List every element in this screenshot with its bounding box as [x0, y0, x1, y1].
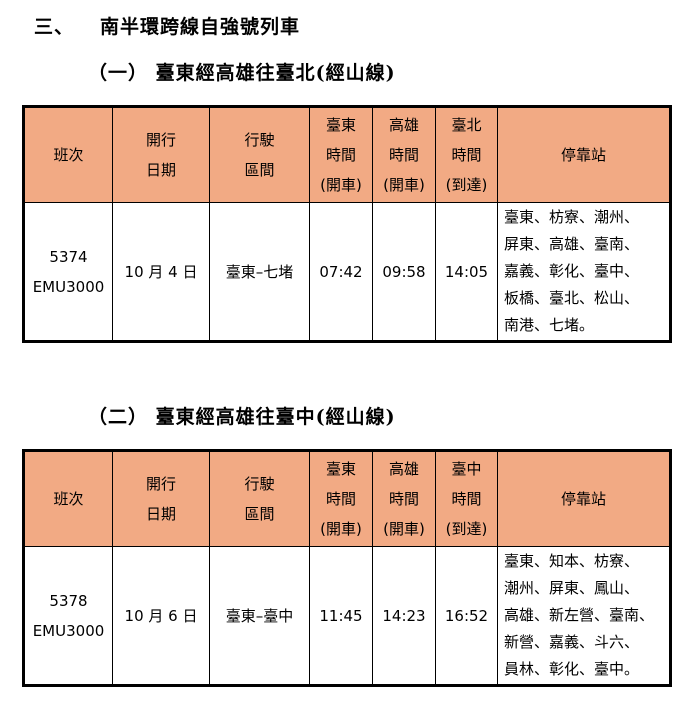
train-number: 5378	[49, 591, 88, 610]
header-line: 停靠站	[560, 146, 606, 164]
header-line: 時間	[451, 490, 482, 508]
column-header: 行駛 區間	[209, 106, 310, 203]
t2-cell: 09:58	[372, 202, 436, 342]
stops-line: 臺東、枋寮、潮州、	[504, 208, 640, 226]
stops-line: 潮州、屏東、鳳山、	[504, 579, 640, 597]
column-header: 臺東時間 (開車)	[309, 450, 373, 547]
header-line: 日期	[145, 505, 176, 523]
column-header: 班次	[23, 106, 113, 203]
header-line: 高雄	[388, 116, 419, 134]
header-line: 日期	[145, 161, 176, 179]
header-line: (開車)	[320, 176, 362, 194]
stops-line: 嘉義、彰化、臺中、	[504, 262, 640, 280]
route-cell: 臺東–臺中	[209, 546, 310, 686]
stops-line: 臺東、知本、枋寮、	[504, 552, 640, 570]
section-title: 南半環跨線自強號列車	[100, 16, 301, 38]
header-line: 臺東	[325, 460, 356, 478]
train-cell: 5374 EMU3000	[23, 202, 113, 342]
header-line: (開車)	[383, 176, 425, 194]
header-line: 時間	[451, 146, 482, 164]
table-row: 5374 EMU3000 10 月 4 日臺東–七堵 07:42 09:58 14:05 臺…	[23, 202, 671, 342]
date-cell: 10 月 6 日	[112, 546, 210, 686]
date-cell: 10 月 4 日	[112, 202, 210, 342]
t1-cell: 11:45	[309, 546, 373, 686]
stops-line: 南港、七堵。	[504, 316, 595, 334]
header-line: 臺東	[325, 116, 356, 134]
stops-line: 板橋、臺北、松山、	[504, 289, 640, 307]
t1-cell: 07:42	[309, 202, 373, 342]
header-line: 行駛	[244, 131, 275, 149]
subsection-title: （二） 臺東經高雄往臺中(經山線)	[88, 406, 396, 428]
header-line: 開行	[145, 475, 176, 493]
header-line: 開行	[145, 131, 176, 149]
stops-line: 高雄、新左營、臺南、	[504, 606, 655, 624]
train-schedule-table: 班次 開行 日期 行駛 區間 臺東 時間 (開車) 高雄 時間 (開車) 臺北 時間 (到達) 停靠站 537…	[22, 105, 672, 343]
header-row: 班次 開行 日期 行駛 區間 臺東 時間 (開車) 高雄 時間 (開車) 臺中 時間 (到達) 停靠站	[23, 450, 671, 547]
header-line: (到達)	[445, 520, 488, 538]
header-line: 行駛	[244, 475, 275, 493]
header-line: 停靠站	[560, 490, 606, 508]
t2-cell: 14:23	[372, 546, 436, 686]
header-line: 時間	[325, 146, 356, 164]
header-line: 班次	[53, 490, 84, 508]
train-schedule-table: 班次 開行 日期 行駛 區間 臺東 時間 (開車) 高雄 時間 (開車) 臺中 時間 (到達) 停靠站 537…	[22, 449, 672, 687]
t3-cell: 16:52	[435, 546, 498, 686]
header-line: (開車)	[320, 520, 362, 538]
header-line: 區間	[244, 161, 275, 179]
train-cell: 5378 EMU3000	[23, 546, 113, 686]
column-header: 停靠站	[497, 106, 671, 203]
column-header: 臺中時間 (到達)	[435, 450, 498, 547]
stops-line: 屏東、高雄、臺南、	[504, 235, 640, 253]
stops-line: 新營、嘉義、斗六、	[504, 633, 640, 651]
t3-cell: 14:05	[435, 202, 498, 342]
column-header: 行駛 區間	[209, 450, 310, 547]
header-line: 區間	[244, 505, 275, 523]
header-row: 班次 開行 日期 行駛 區間 臺東 時間 (開車) 高雄 時間 (開車) 臺北 時間 (到達) 停靠站	[23, 106, 671, 203]
section-number: 三、	[34, 16, 75, 38]
column-header: 臺北時間 (到達)	[435, 106, 498, 203]
column-header: 臺東時間 (開車)	[309, 106, 373, 203]
train-type: EMU3000	[32, 621, 105, 640]
column-header: 開行 日期	[112, 450, 210, 547]
column-header: 班次	[23, 450, 113, 547]
column-header: 停靠站	[497, 450, 671, 547]
header-line: (到達)	[445, 176, 488, 194]
header-line: 高雄	[388, 460, 419, 478]
header-line: 班次	[53, 146, 84, 164]
header-line: 時間	[325, 490, 356, 508]
section-heading: 三、 南半環跨線自強號列車	[34, 12, 300, 39]
header-line: 時間	[388, 490, 419, 508]
column-header: 高雄時間 (開車)	[372, 450, 436, 547]
header-line: 臺北	[451, 116, 482, 134]
subsection-title: （一） 臺東經高雄往臺北(經山線)	[88, 62, 396, 84]
train-type: EMU3000	[32, 277, 105, 296]
column-header: 開行 日期	[112, 106, 210, 203]
column-header: 高雄時間 (開車)	[372, 106, 436, 203]
stops-cell: 臺東、知本、枋寮、 潮州、屏東、鳳山、 高雄、新左營、臺南、 新營、嘉義、斗六、 員林、…	[497, 546, 671, 686]
train-number: 5374	[49, 247, 88, 266]
table-row: 5378 EMU3000 10 月 6 日臺東–臺中 11:45 14:23 16:52 臺…	[23, 546, 671, 686]
header-line: 臺中	[451, 460, 482, 478]
route-cell: 臺東–七堵	[209, 202, 310, 342]
header-line: (開車)	[383, 520, 425, 538]
stops-line: 員林、彰化、臺中。	[504, 660, 640, 678]
stops-cell: 臺東、枋寮、潮州、 屏東、高雄、臺南、 嘉義、彰化、臺中、 板橋、臺北、松山、 南港、七…	[497, 202, 671, 342]
header-line: 時間	[388, 146, 419, 164]
